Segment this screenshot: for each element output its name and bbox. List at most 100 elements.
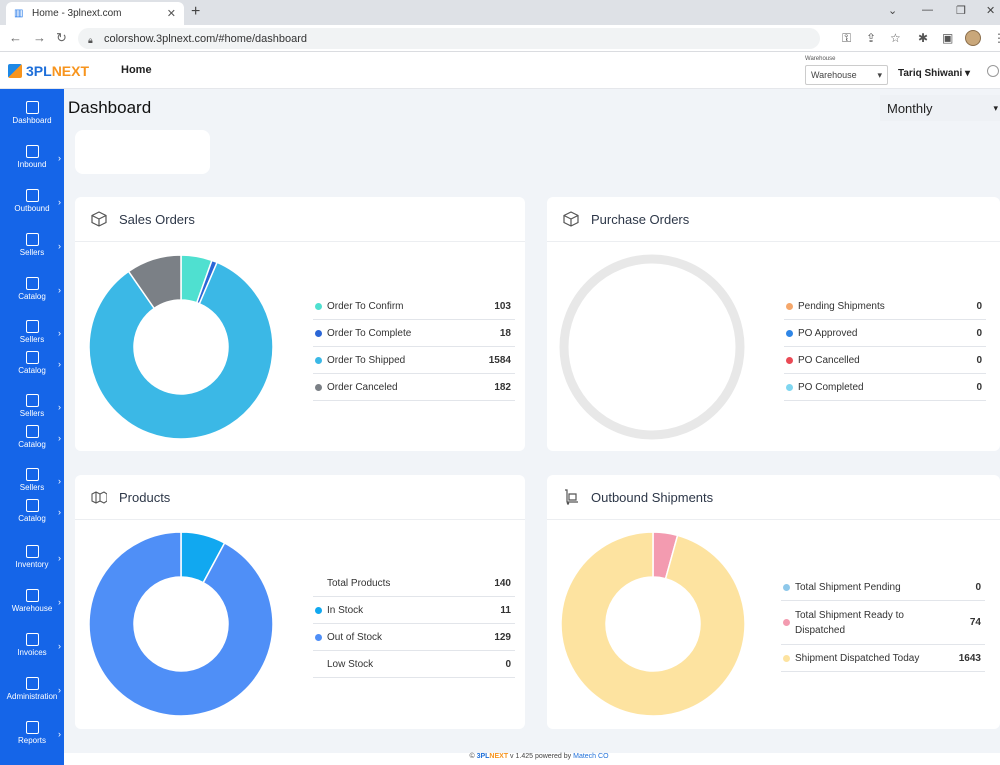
back-icon[interactable]: ← [9,30,22,45]
url-input[interactable]: 🔒︎ colorshow.3plnext.com/#home/dashboard [78,28,820,49]
user-menu[interactable]: Tariq Shiwani ▾ [898,68,971,79]
key-icon[interactable]: ⚿ [842,31,852,45]
chevron-right-icon: › [58,685,61,695]
sidebar-item-inventory[interactable]: Inventory › [0,545,64,569]
legend-value: 74 [969,617,981,628]
legend-row: In Stock 11 [313,597,515,624]
sidebar-item-label: Catalog [18,366,46,375]
inventory-icon [25,545,39,558]
sidebar-item-label: Inbound [17,160,47,169]
products-title: Products [119,489,171,505]
legend-row: PO Approved 0 [784,320,986,347]
browser-tab[interactable]: ▥ Home - 3plnext.com ✕ [6,2,184,25]
legend-dot-icon [786,383,793,391]
legend-dot-icon [786,329,793,337]
sidebar-item-catalog-3[interactable]: Catalog › [0,425,64,449]
legend-dot-icon [786,356,793,364]
lock-icon: 🔒︎ [88,34,93,45]
address-bar-row: ← → ↻ 🔒︎ colorshow.3plnext.com/#home/das… [0,25,1000,52]
sellers-icon [25,233,39,246]
chevron-right-icon: › [58,153,61,163]
extensions-icon[interactable]: ✱ [918,31,929,45]
legend-value: 1584 [488,354,511,366]
sidebar-item-sellers-3[interactable]: Sellers › [0,394,64,418]
sidebar-item-inbound[interactable]: Inbound › [0,145,64,169]
catalog-icon [25,425,39,438]
sidebar-item-label: Catalog [18,440,46,449]
app-logo[interactable]: 3PL NEXT [8,63,89,79]
legend-dot-icon [315,302,322,310]
legend-row: Total Shipment Pending 0 [781,574,985,601]
sidebar-item-reports[interactable]: Reports › [0,721,64,745]
footer-brand-secondary: NEXT [489,753,509,760]
products-legend: Total Products 140 In Stock 11 Out of Stock 1… [313,570,515,678]
period-value: Monthly [887,100,933,116]
sidebar-item-administration[interactable]: Administration › [0,677,64,701]
sidebar-item-outbound[interactable]: Outbound › [0,189,64,213]
legend-dot-icon [786,302,793,310]
new-tab-icon[interactable]: + [191,3,201,20]
sidebar-item-label: Dashboard [12,116,52,125]
window-close-icon[interactable]: ✕ [986,5,996,17]
slice-shipment-dispatched-today[interactable] [560,531,746,717]
tab-search-icon[interactable]: ⌄ [888,5,898,17]
sidebar-item-dashboard[interactable]: Dashboard [0,101,64,125]
sidebar-item-invoices[interactable]: Invoices › [0,633,64,657]
sidebar-item-catalog[interactable]: Catalog › [0,277,64,301]
legend-row: Shipment Dispatched Today 1643 [781,645,985,672]
sidebar-item-catalog-2[interactable]: Catalog › [0,351,64,375]
logout-icon[interactable] [987,65,999,77]
inbound-icon [25,145,39,158]
legend-row: PO Completed 0 [784,374,986,401]
side-panel-icon[interactable]: ▣ [942,31,954,45]
chevron-right-icon: › [58,285,61,295]
warehouse-label: Warehouse [805,56,836,62]
footer: © 3PLNEXT v 1.425 powered by Matech CO [469,753,609,760]
sidebar-item-label: Catalog [18,514,46,523]
reload-icon[interactable]: ↻ [56,30,67,45]
sidebar-item-label: Sellers [19,335,45,344]
legend-row: Order To Complete 18 [313,320,515,347]
forward-icon[interactable]: → [33,30,46,45]
legend-value: 18 [499,327,511,339]
hand-truck-icon [565,489,578,505]
restore-icon[interactable]: ❐ [956,5,966,17]
logo-text-secondary: NEXT [51,63,90,79]
legend-value: 182 [494,381,511,393]
sidebar: Dashboard Inbound › Outbound › Sellers › Catalo… [0,89,64,765]
purchase-orders-chart [559,254,745,440]
minimize-icon[interactable]: — [922,4,933,16]
sidebar-item-sellers-4[interactable]: Sellers › [0,468,64,492]
legend-row: Total Products 140 [313,570,515,597]
home-link[interactable]: Home [121,64,152,76]
bookmark-star-icon[interactable]: ☆ [890,31,901,45]
tab-close-icon[interactable]: ✕ [166,8,176,20]
slice-order-canceled[interactable] [127,254,182,310]
sellers-icon [25,394,39,407]
page-title: Dashboard [68,98,152,117]
summary-card [75,130,210,174]
legend-dot-icon [315,633,322,641]
browser-menu-icon[interactable]: ⋮ [993,31,1000,45]
outbound-shipments-card: Outbound Shipments Total Shipment Pendin… [547,475,1000,729]
legend-value: 0 [976,354,982,366]
profile-avatar[interactable] [965,30,981,46]
period-select[interactable]: Monthly ▾ [880,95,1000,121]
legend-label: In Stock [327,604,364,616]
sidebar-item-label: Reports [17,736,46,745]
sidebar-item-sellers[interactable]: Sellers › [0,233,64,257]
warehouse-select[interactable]: Warehouse ▾ [805,65,888,85]
sales-orders-title: Sales Orders [119,211,195,227]
slice-order-to-shipped[interactable] [88,261,274,440]
sidebar-item-sellers-2[interactable]: Sellers › [0,320,64,344]
legend-label: Order To Confirm [327,300,404,312]
sidebar-item-warehouse[interactable]: Warehouse › [0,589,64,613]
sidebar-item-label: Outbound [14,204,50,213]
slice-out-of-stock[interactable] [88,531,274,717]
share-icon[interactable]: ⇪ [866,31,877,45]
chevron-right-icon: › [58,553,61,563]
sidebar-item-catalog-4[interactable]: Catalog › [0,499,64,523]
footer-company-link[interactable]: Matech CO [573,753,609,760]
legend-label: PO Approved [798,327,858,339]
legend-row: Out of Stock 129 [313,624,515,651]
